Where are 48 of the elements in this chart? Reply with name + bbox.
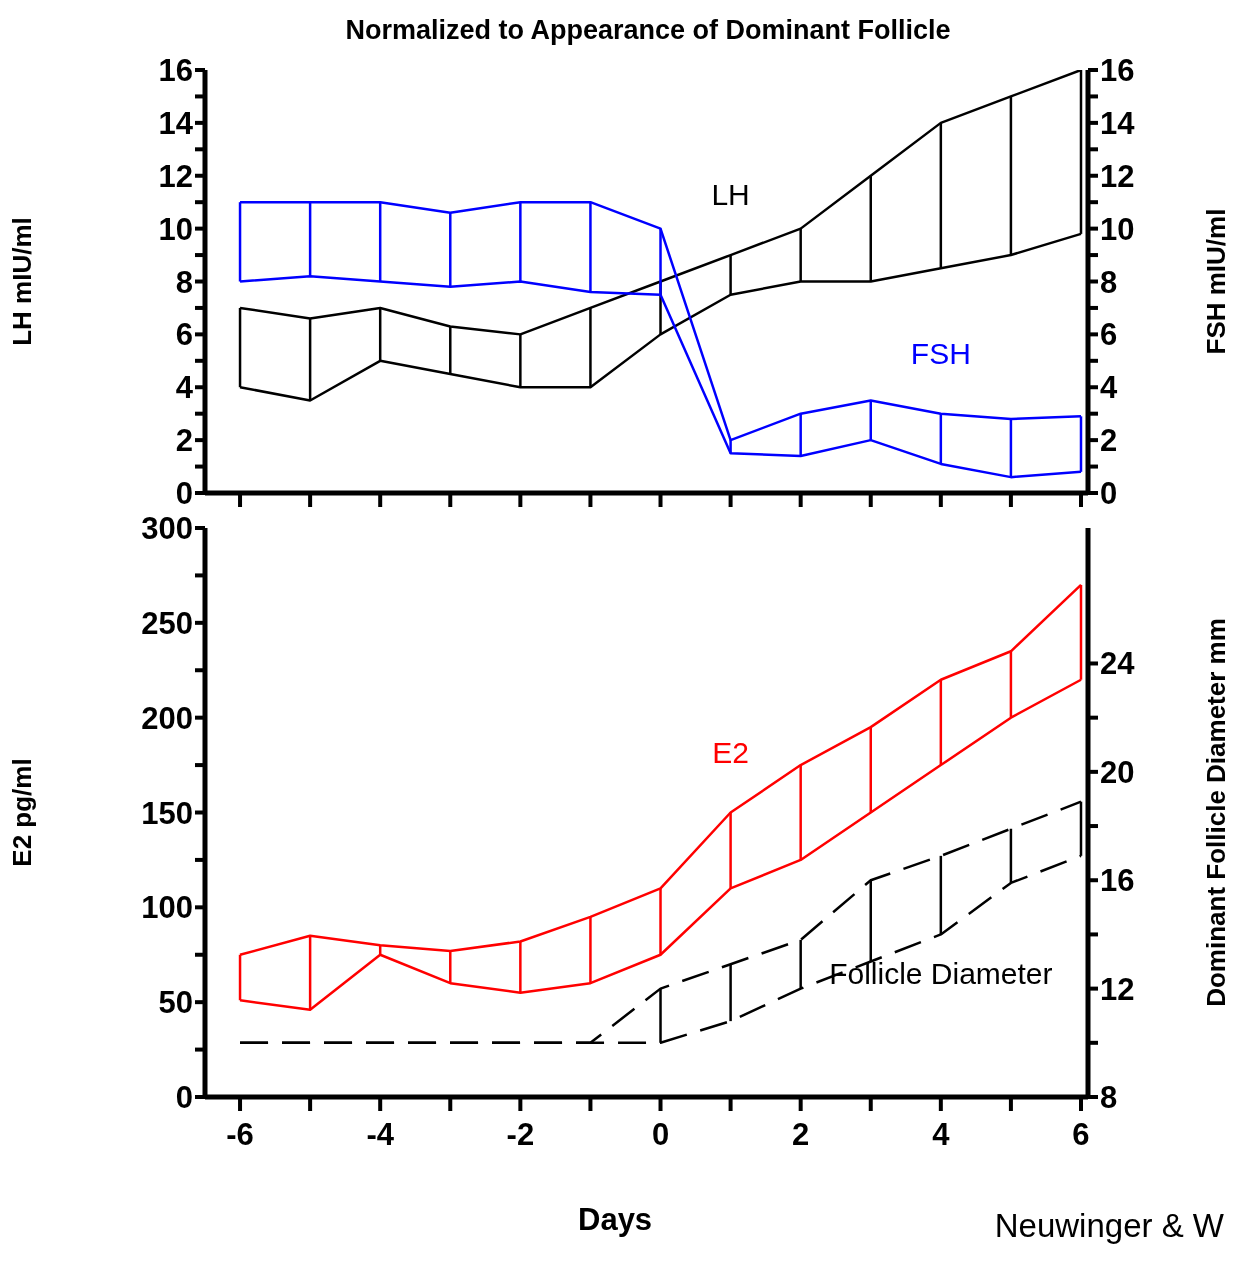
y2-axis-title: FSH mIU/ml	[1201, 208, 1232, 355]
series-label: LH	[711, 178, 750, 212]
y-axis-title: LH mIU/ml	[7, 217, 38, 346]
x-tick-label: 0	[651, 1117, 670, 1153]
y2-axis-title: Dominant Follicle Diameter mm	[1201, 618, 1232, 1007]
y2-tick-label: 8	[1100, 1080, 1118, 1116]
y2-tick-label: 6	[1100, 317, 1118, 353]
y-tick-label: 6	[175, 317, 193, 353]
y2-tick-label: 0	[1100, 476, 1118, 512]
y2-tick-label: 10	[1100, 211, 1135, 247]
x-tick-label: 2	[792, 1117, 810, 1153]
y-axis-title: E2 pg/ml	[7, 758, 38, 867]
y-tick-label: 100	[141, 890, 193, 926]
x-axis-title: Days	[578, 1202, 653, 1238]
y2-tick-label: 14	[1100, 105, 1136, 141]
y-tick-label: 10	[158, 211, 193, 247]
series-label: E2	[712, 735, 749, 769]
y-tick-label: 200	[141, 700, 193, 736]
x-tick-label: 6	[1072, 1117, 1090, 1153]
y2-tick-label: 8	[1100, 264, 1118, 300]
y2-tick-label: 16	[1100, 53, 1135, 89]
y-tick-label: 50	[158, 985, 193, 1021]
y-tick-label: 14	[158, 105, 194, 141]
y2-tick-label: 2	[1100, 423, 1118, 459]
y-tick-label: 250	[141, 605, 193, 641]
x-tick-label: 4	[932, 1117, 951, 1153]
y2-tick-label: 12	[1100, 971, 1135, 1007]
y2-tick-label: 4	[1100, 370, 1118, 406]
y-tick-label: 0	[175, 1080, 193, 1116]
y-tick-label: 2	[175, 423, 193, 459]
y-tick-label: 8	[175, 264, 193, 300]
series-label: Follicle Diameter	[829, 957, 1053, 991]
y-tick-label: 150	[141, 795, 193, 831]
y2-tick-label: 12	[1100, 158, 1135, 194]
x-tick-label: -2	[506, 1117, 535, 1153]
series-label: FSH	[910, 336, 971, 370]
y-tick-label: 300	[141, 511, 193, 547]
chart-title: Normalized to Appearance of Dominant Follicle	[345, 15, 951, 46]
y2-tick-label: 16	[1100, 863, 1135, 899]
y-tick-label: 4	[175, 370, 194, 406]
x-tick-label: -6	[226, 1117, 254, 1153]
y2-tick-label: 20	[1100, 754, 1135, 790]
x-tick-label: -4	[366, 1117, 395, 1153]
y2-tick-label: 24	[1100, 646, 1136, 682]
y-tick-label: 12	[158, 158, 193, 194]
y-tick-label: 16	[158, 53, 193, 89]
y-tick-label: 0	[175, 476, 193, 512]
text: Neuwinger & W	[994, 1207, 1224, 1245]
